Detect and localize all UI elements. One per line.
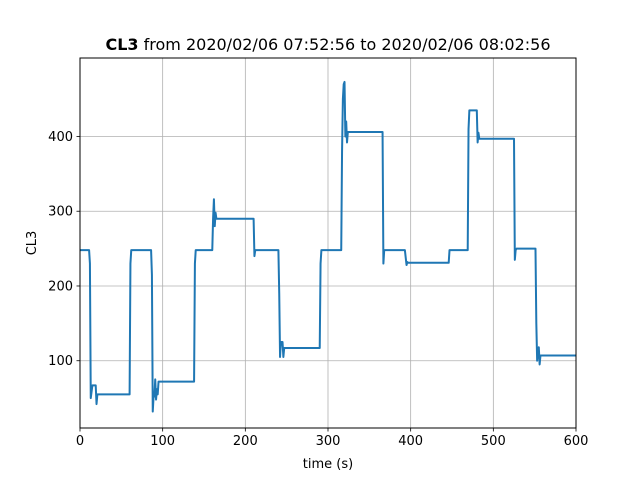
data-layer <box>80 80 576 413</box>
x-tick-label: 400 <box>398 434 423 449</box>
chart-title: CL3 from 2020/02/06 07:52:56 to 2020/02/… <box>105 35 550 54</box>
chart-title-rest: from 2020/02/06 07:52:56 to 2020/02/06 0… <box>139 35 551 54</box>
y-tick-label: 100 <box>48 354 73 369</box>
x-tick-label: 100 <box>150 434 175 449</box>
x-tick-label: 600 <box>564 434 589 449</box>
x-tick-label: 0 <box>76 434 84 449</box>
y-axis-label: CL3 <box>25 231 40 256</box>
grid-lines <box>79 58 577 428</box>
series-line <box>80 80 576 413</box>
x-tick-label: 200 <box>233 434 258 449</box>
y-tick-label: 400 <box>48 130 73 145</box>
chart-title-bold: CL3 <box>105 35 138 54</box>
y-tick-label: 200 <box>48 279 73 294</box>
x-tick-label: 500 <box>481 434 506 449</box>
y-tick-label: 300 <box>48 205 73 220</box>
x-axis-label: time (s) <box>303 457 353 472</box>
x-tick-label: 300 <box>316 434 341 449</box>
axis-ticks: 0 100 200 300 400 500 600 100 200 300 400 <box>48 130 588 449</box>
